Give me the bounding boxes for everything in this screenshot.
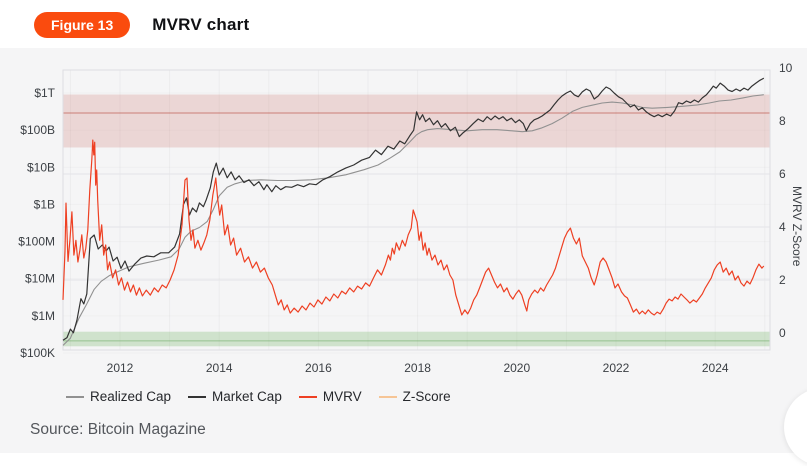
- legend-swatch: [298, 395, 317, 398]
- right-axis-tick: 6: [779, 167, 786, 181]
- right-axis-tick: 0: [779, 326, 786, 340]
- overvalued-band: [63, 94, 770, 148]
- page-title: MVRV chart: [152, 15, 250, 34]
- left-axis-tick: $1M: [32, 309, 55, 323]
- undervalued-band: [63, 331, 770, 347]
- right-axis-tick: 2: [779, 273, 786, 287]
- left-axis-tick: $100K: [20, 346, 55, 360]
- x-axis-tick: 2022: [603, 361, 630, 375]
- mvrv-chart-canvas: $1T $100B $10B $1B $100M $10M $1M $100K 0 2 4 6 8 10 2…: [18, 61, 793, 375]
- x-axis-tick: 2018: [404, 361, 431, 375]
- x-axis-tick: 2016: [305, 361, 332, 375]
- chart-legend: Realized Cap Market Cap MVRV Z-Score: [66, 389, 451, 404]
- legend-item-z-score[interactable]: Z-Score: [378, 389, 451, 404]
- floating-widget-button[interactable]: [784, 388, 807, 466]
- left-axis-tick: $10M: [25, 272, 55, 286]
- legend-swatch: [378, 395, 397, 398]
- right-axis-tick: 8: [779, 114, 786, 128]
- right-axis-tick: 10: [779, 61, 793, 75]
- left-axis-tick: $1B: [34, 197, 55, 211]
- right-axis-tick: 4: [779, 220, 786, 234]
- x-axis-tick: 2014: [206, 361, 233, 375]
- source-note: Source: Bitcoin Magazine: [30, 421, 206, 438]
- legend-swatch: [188, 395, 207, 398]
- x-axis-tick: 2024: [702, 361, 729, 375]
- series-mvrv: [62, 139, 765, 316]
- legend-item-realized-cap[interactable]: Realized Cap: [66, 389, 171, 404]
- legend-item-market-cap[interactable]: Market Cap: [188, 389, 282, 404]
- left-axis-tick: $100M: [18, 235, 55, 249]
- left-axis-tick: $1T: [34, 86, 55, 100]
- legend-label: Z-Score: [402, 389, 451, 404]
- figure-badge: Figure 13: [34, 12, 131, 38]
- right-axis-title: MVRV Z-Score: [790, 186, 804, 267]
- legend-label: Realized Cap: [90, 389, 172, 404]
- legend-label: Market Cap: [212, 389, 282, 404]
- legend-label: MVRV: [322, 389, 362, 404]
- x-axis-tick: 2012: [107, 361, 134, 375]
- left-axis-tick: $100B: [20, 123, 55, 137]
- legend-item-mvrv[interactable]: MVRV: [298, 389, 362, 404]
- chart-panel: [0, 48, 807, 453]
- plot-frame: [62, 69, 771, 351]
- x-axis-tick: 2020: [503, 361, 530, 375]
- figure-header: Figure 13 MVRV chart: [34, 9, 249, 41]
- legend-swatch: [66, 395, 84, 398]
- left-axis-tick: $10B: [27, 160, 55, 174]
